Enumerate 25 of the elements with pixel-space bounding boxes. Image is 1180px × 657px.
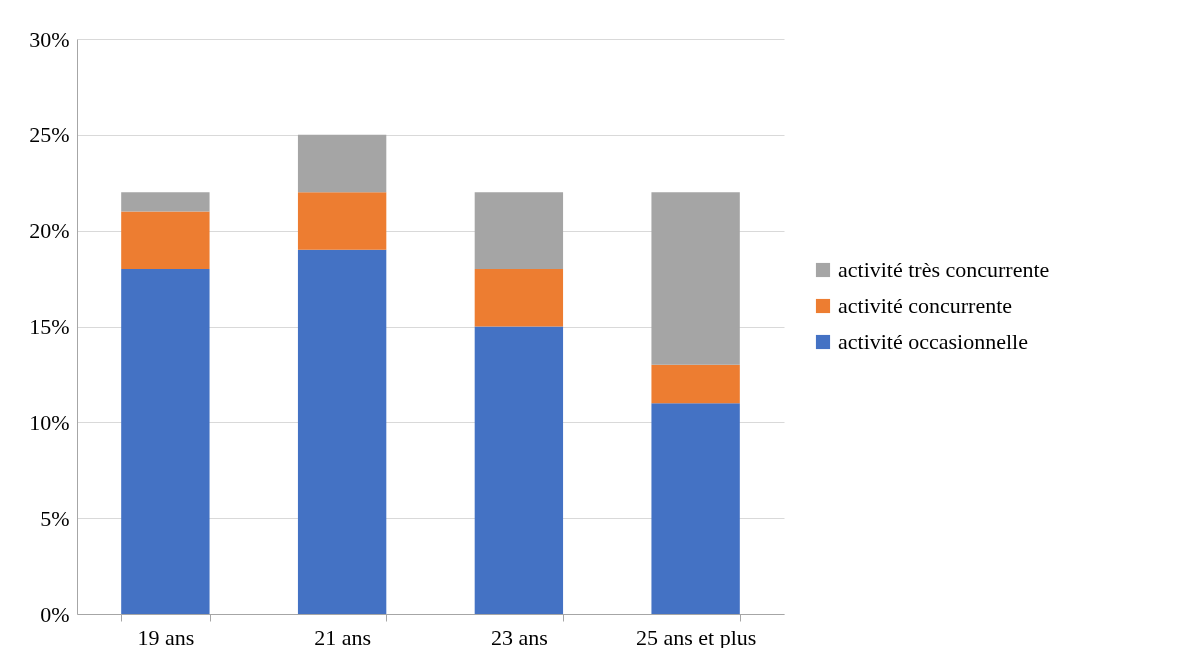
x-tick-label: 19 ans — [137, 624, 195, 650]
bar — [121, 269, 210, 614]
bar — [121, 192, 210, 212]
bar — [651, 192, 740, 365]
y-tick-label: 30% — [29, 26, 70, 52]
y-tick-label: 20% — [29, 218, 70, 244]
bar — [297, 192, 387, 250]
legend-label: activité occasionnelle — [838, 329, 1028, 354]
y-tick-label: 15% — [29, 314, 70, 339]
bar — [474, 326, 564, 614]
bar — [297, 249, 387, 614]
y-tick-label: 25% — [29, 122, 70, 148]
y-tick-label: 5% — [40, 505, 70, 531]
y-tick-label: 0% — [40, 601, 70, 627]
legend-label: activité très concurrente — [838, 257, 1050, 282]
y-tick-label: 10% — [29, 409, 70, 435]
bar — [297, 134, 387, 193]
legend-label: activité concurrente — [838, 293, 1013, 318]
bar — [474, 192, 564, 269]
bar — [651, 364, 740, 404]
bar — [474, 269, 564, 327]
bar — [121, 211, 210, 269]
x-tick-label: 21 ans — [314, 624, 372, 650]
x-tick-label: 23 ans — [490, 624, 548, 650]
bar — [651, 403, 740, 614]
